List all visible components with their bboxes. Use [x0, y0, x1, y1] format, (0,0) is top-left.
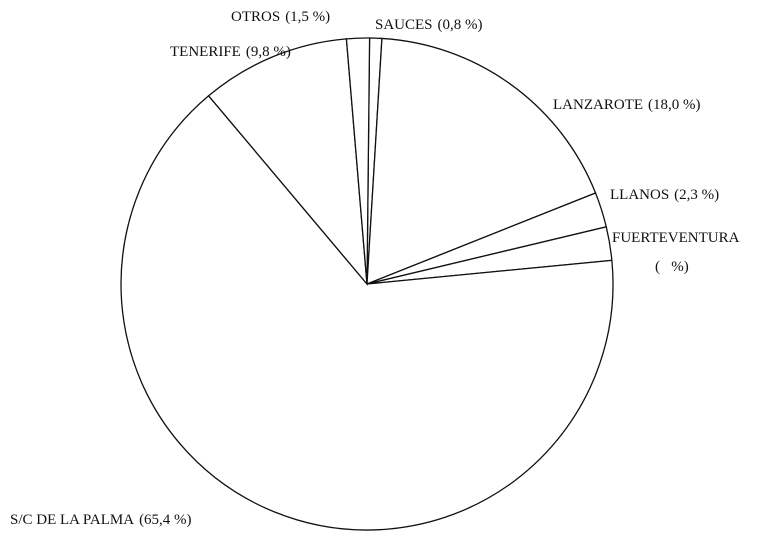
slice-label: OTROS (1,5 %) — [231, 9, 330, 25]
category-name: FUERTEVENTURA — [612, 230, 740, 246]
pie-slice — [120, 94, 614, 531]
value-label: ( %) — [655, 259, 689, 275]
category-name: TENERIFE — [170, 44, 241, 60]
slice-label: LANZAROTE (18,0 %) — [553, 97, 701, 113]
category-name: SAUCES — [375, 17, 433, 33]
value-label: (18,0 %) — [648, 97, 701, 113]
slice-label: S/C DE LA PALMA (65,4 %) — [10, 512, 192, 528]
value-label: (1,5 %) — [285, 9, 330, 25]
value-label: (65,4 %) — [139, 512, 192, 528]
value-label: (0,8 %) — [438, 17, 483, 33]
slice-label: SAUCES (0,8 %) — [375, 17, 483, 33]
pie-slice — [366, 37, 597, 285]
slice-label: TENERIFE (9,8 %) — [170, 44, 291, 60]
category-name: S/C DE LA PALMA — [10, 512, 134, 528]
value-label: (9,8 %) — [246, 44, 291, 60]
category-name: LANZAROTE — [553, 97, 643, 113]
slice-label: FUERTEVENTURA ( %) — [612, 230, 740, 275]
category-name: OTROS — [231, 9, 280, 25]
slice-label: LLANOS (2,3 %) — [610, 187, 719, 203]
pie-slice — [345, 37, 371, 285]
category-name: LLANOS — [610, 187, 669, 203]
value-label: (2,3 %) — [674, 187, 719, 203]
pie-slice — [207, 38, 368, 286]
